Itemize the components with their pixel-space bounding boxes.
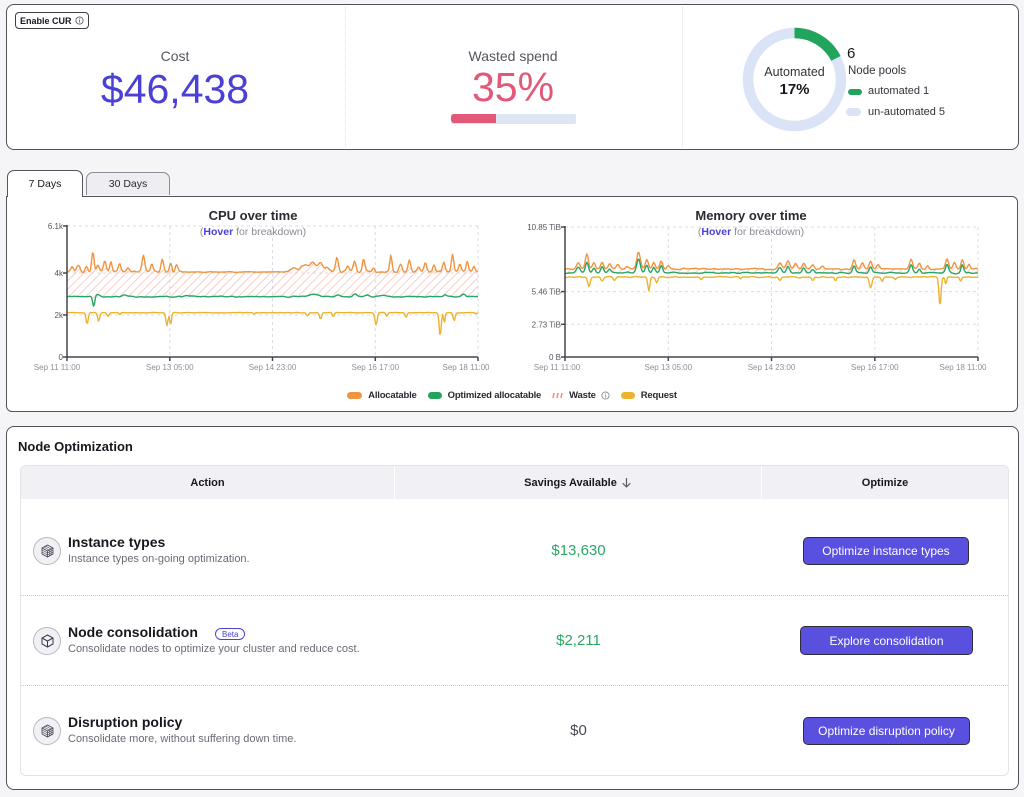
svg-text:Automated: Automated [764, 65, 825, 79]
svg-text:Sep 14 23:00: Sep 14 23:00 [249, 363, 297, 372]
svg-text:6.1k: 6.1k [48, 222, 64, 231]
svg-text:5.46 TiB: 5.46 TiB [532, 288, 561, 297]
svg-text:Sep 16 17:00: Sep 16 17:00 [351, 363, 399, 372]
svg-text:0 B: 0 B [549, 353, 561, 362]
svg-text:Sep 14 23:00: Sep 14 23:00 [748, 363, 796, 372]
svg-text:(Hover for breakdown): (Hover for breakdown) [698, 226, 804, 238]
svg-text:17%: 17% [779, 81, 809, 98]
svg-text:Sep 13 05:00: Sep 13 05:00 [146, 363, 194, 372]
svg-text:(Hover for breakdown): (Hover for breakdown) [200, 226, 306, 238]
svg-text:2.73 TiB: 2.73 TiB [532, 320, 561, 329]
svg-text:0: 0 [59, 353, 64, 362]
svg-text:2k: 2k [55, 311, 64, 320]
svg-text:10.85 TiB: 10.85 TiB [527, 223, 561, 232]
svg-text:CPU over time: CPU over time [209, 208, 298, 223]
svg-text:Sep 16 17:00: Sep 16 17:00 [851, 363, 899, 372]
svg-text:Sep 18 11:00: Sep 18 11:00 [442, 363, 490, 372]
svg-text:Sep 13 05:00: Sep 13 05:00 [644, 363, 692, 372]
svg-text:Memory over time: Memory over time [695, 208, 806, 223]
svg-text:4k: 4k [55, 269, 64, 278]
svg-text:Sep 11 11:00: Sep 11 11:00 [534, 363, 581, 372]
svg-text:Sep 11 11:00: Sep 11 11:00 [34, 363, 81, 372]
svg-text:Sep 18 11:00: Sep 18 11:00 [939, 363, 987, 372]
